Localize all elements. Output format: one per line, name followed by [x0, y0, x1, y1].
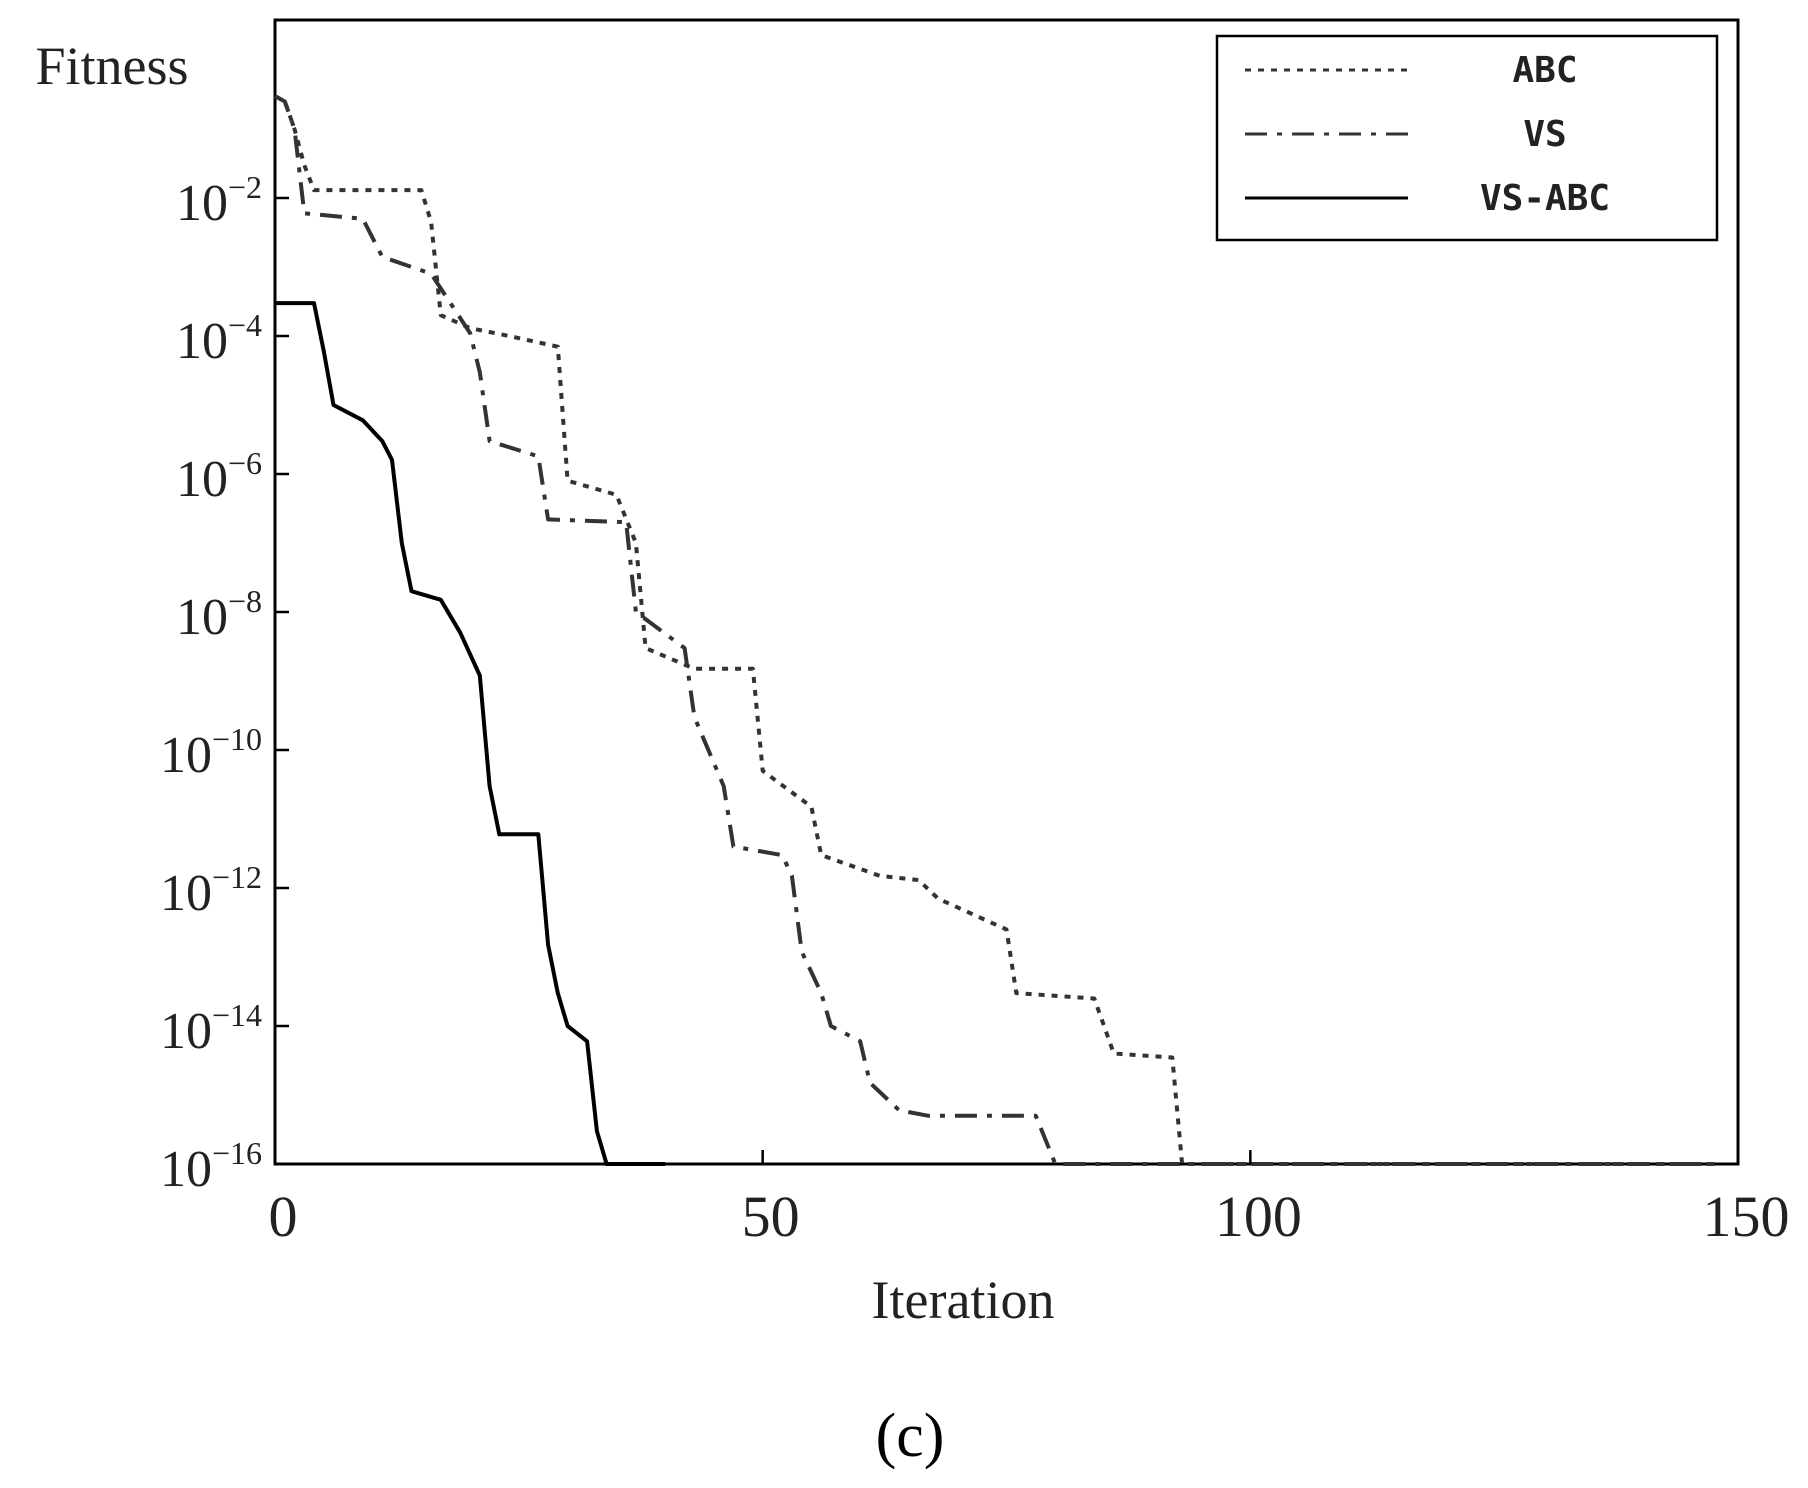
x-tick-label: 0: [269, 1184, 298, 1249]
legend-entries: ABC VS VS-ABC: [1245, 50, 1610, 219]
plot-frame: [273, 18, 1740, 1166]
series-line-vs: [274, 94, 1719, 1166]
series-layer: [274, 94, 1719, 1166]
x-tick-label: 50: [742, 1184, 800, 1249]
y-tick-label: 10−8: [176, 583, 262, 646]
y-tick-label: 10−12: [160, 859, 262, 922]
x-tick-label: 100: [1215, 1184, 1302, 1249]
series-line-vs-abc: [275, 301, 666, 1166]
y-tick-label: 10−16: [160, 1135, 262, 1198]
panel-label: (c): [876, 1402, 945, 1470]
y-tick-label: 10−14: [160, 997, 262, 1060]
x-axis-ticks: 0 50 100 150: [269, 1150, 1790, 1249]
legend-label-abc: ABC: [1512, 50, 1577, 91]
legend-label-vs-abc: VS-ABC: [1480, 178, 1610, 219]
x-axis-title: Iteration: [872, 1270, 1055, 1330]
x-tick-label: 150: [1703, 1184, 1790, 1249]
legend: ABC VS VS-ABC: [1215, 34, 1719, 242]
y-tick-label: 10−6: [176, 445, 262, 508]
legend-box: [1215, 34, 1719, 242]
y-tick-label: 10−10: [160, 721, 262, 784]
legend-label-vs: VS: [1523, 114, 1566, 155]
y-axis-title: Fitness: [35, 36, 188, 96]
series-line-abc: [274, 94, 1719, 1166]
y-axis-ticks: 10−2 10−4 10−6 10−8 10−10 10−12 10−14 10−16: [160, 169, 289, 1198]
y-tick-label: 10−2: [176, 169, 262, 232]
y-tick-label: 10−4: [176, 307, 262, 370]
